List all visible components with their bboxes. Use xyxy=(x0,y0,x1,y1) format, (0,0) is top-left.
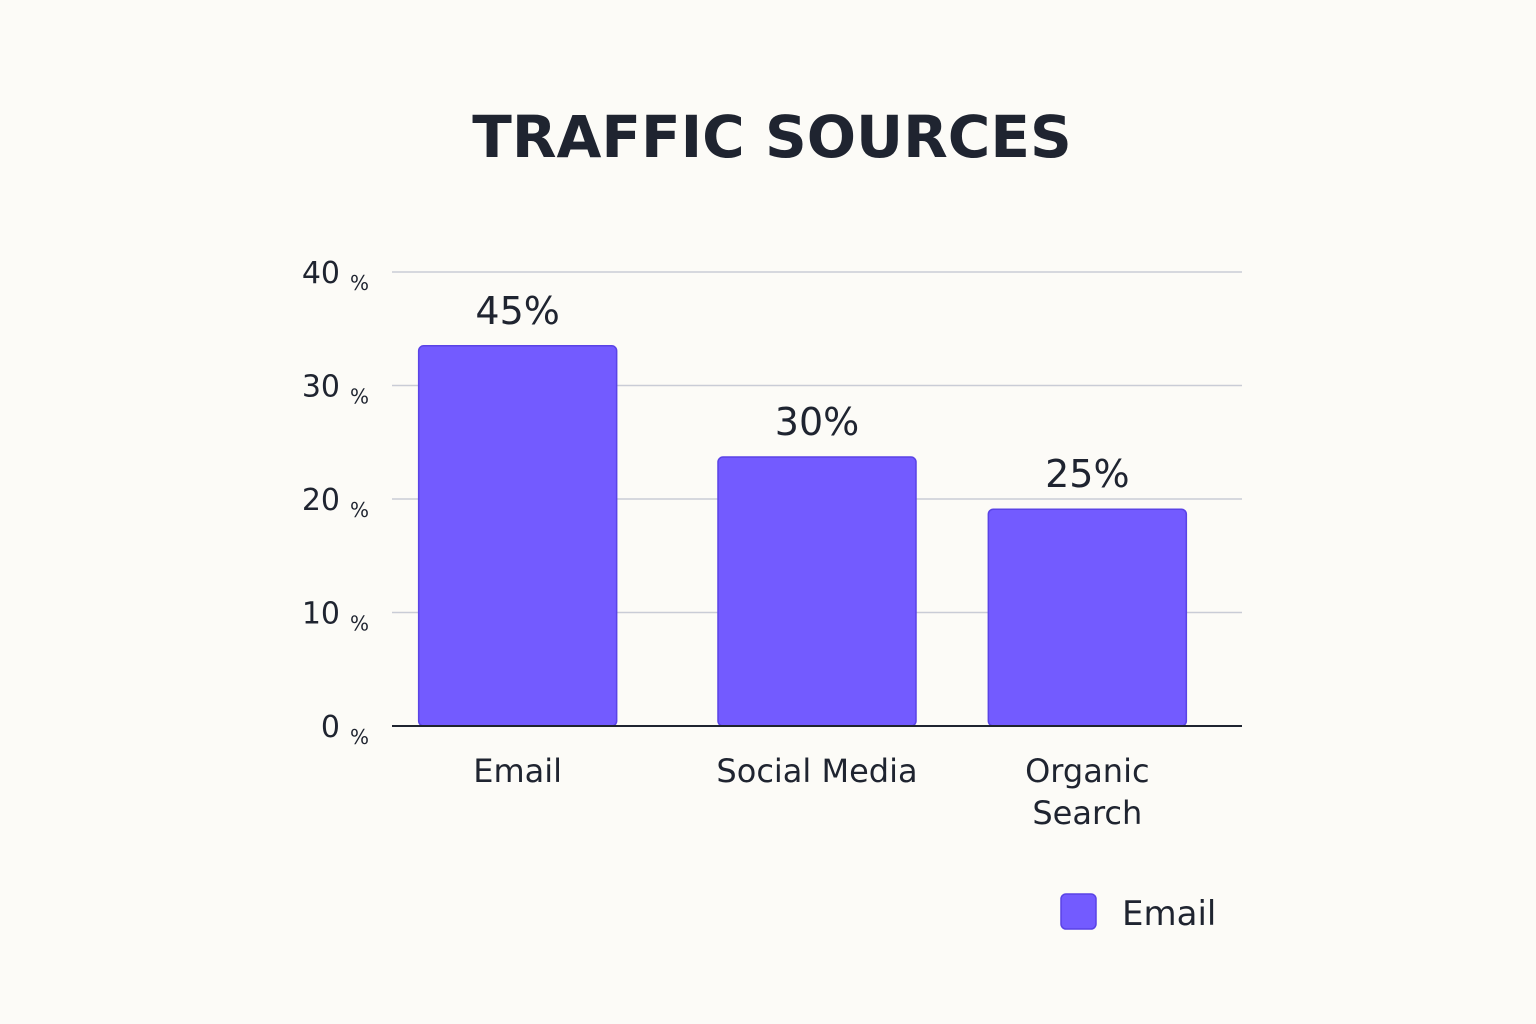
y-axis-ticks: 0 % 10 % 20 % 30 % 40% xyxy=(302,256,369,749)
y-tick-label-40: 40 xyxy=(302,256,340,291)
data-label-organic-search: 25% xyxy=(1045,452,1129,496)
legend-label-email: Email xyxy=(1122,894,1216,934)
y-tick-label-10: 10 xyxy=(302,597,340,632)
y-tick-unit-30: % xyxy=(350,385,369,409)
legend: Email xyxy=(1060,893,1216,934)
bars xyxy=(417,345,1188,727)
x-tick-label-organic-search: Organic Search xyxy=(1025,752,1149,832)
y-tick-label-0: 0 xyxy=(321,710,340,745)
y-tick-unit-10: % xyxy=(350,612,369,636)
chart-title: TRAFFIC SOURCES xyxy=(472,103,1071,171)
legend-swatch-email xyxy=(1060,893,1097,930)
x-tick-label-email: Email xyxy=(473,752,562,790)
y-tick-label-30: 30 xyxy=(302,370,340,405)
x-axis-labels: Email Social Media Organic Search xyxy=(473,752,1149,832)
bar-email xyxy=(417,345,618,727)
x-tick-label-social-media: Social Media xyxy=(716,752,917,790)
y-tick-label-20: 20 xyxy=(302,483,340,518)
data-labels: 45% 30% 25% xyxy=(475,289,1129,496)
data-label-social-media: 30% xyxy=(775,400,859,444)
y-tick-unit-0: % xyxy=(350,725,369,749)
y-tick-unit-40: % xyxy=(350,271,369,295)
bar-social-media xyxy=(717,456,917,727)
data-label-email: 45% xyxy=(475,289,559,333)
y-tick-unit-20: % xyxy=(350,498,369,522)
bar-organic-search xyxy=(987,508,1188,727)
